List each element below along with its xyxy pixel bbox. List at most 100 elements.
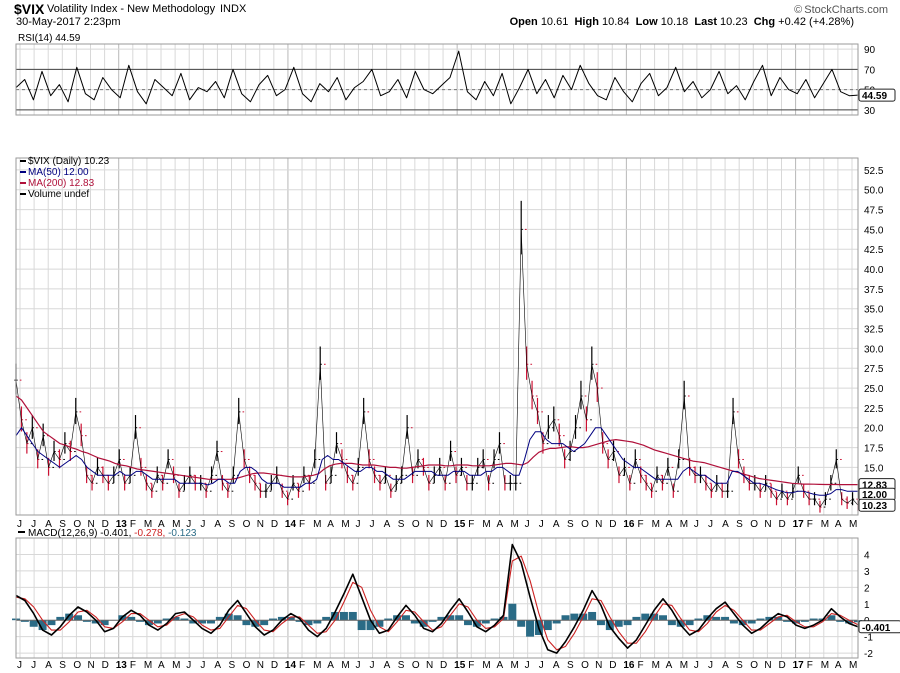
macd-histogram-bar (348, 611, 357, 621)
symbol-description: Volatility Index - New Methodology (47, 3, 216, 15)
macd-histogram-bar (472, 620, 481, 627)
rsi-last-value: 44.59 (862, 91, 887, 102)
macd-histogram-bar (552, 620, 561, 624)
macd-x-tick-label: A (496, 660, 503, 671)
vix-last-value: 10.23 (862, 501, 887, 512)
price-y-tick-label: 32.5 (864, 325, 884, 336)
macd-histogram-bar (100, 620, 109, 626)
macd-x-tick-label: N (595, 660, 602, 671)
macd-histogram-bar (614, 620, 623, 627)
macd-x-tick-label: J (186, 660, 191, 671)
price-x-tick-label: M (144, 519, 152, 530)
price-x-tick-label: O (581, 519, 589, 530)
price-x-tick-label: F (637, 519, 643, 530)
macd-x-tick-label: D (440, 660, 447, 671)
macd-x-tick-label: M (482, 660, 490, 671)
macd-x-tick-label: S (736, 660, 743, 671)
macd-x-tick-label: M (652, 660, 660, 671)
macd-histogram-bar (783, 620, 792, 622)
macd-histogram-bar (242, 620, 251, 626)
price-x-tick-label: J (708, 519, 713, 530)
macd-histogram-bar (588, 611, 597, 621)
macd-histogram-bar (401, 615, 410, 621)
price-x-tick-label: A (835, 519, 842, 530)
macd-x-tick-label: N (764, 660, 771, 671)
low-label: Low (635, 16, 658, 28)
price-x-tick-label: A (384, 519, 391, 530)
price-y-tick-label: 52.5 (864, 166, 884, 177)
macd-x-tick-label: M (849, 660, 857, 671)
price-x-tick-label: 15 (454, 519, 466, 530)
open-label: Open (509, 16, 538, 28)
macd-histogram-bar (561, 615, 570, 621)
macd-histogram-bar (836, 620, 845, 622)
macd-x-tick-label: J (370, 660, 375, 671)
price-x-tick-label: D (778, 519, 785, 530)
price-y-tick-label: 47.5 (864, 206, 884, 217)
price-x-tick-label: A (158, 519, 165, 530)
price-x-tick-label: J (355, 519, 360, 530)
rsi-y-tick-label: 70 (864, 65, 876, 76)
macd-histogram-bar (508, 603, 517, 621)
price-y-tick-label: 25.0 (864, 384, 884, 395)
macd-histogram-bar (277, 616, 286, 621)
low-value: 10.18 (660, 16, 689, 28)
quote-bar: Open 10.61 High 10.84 Low 10.18 Last 10.… (510, 16, 854, 28)
macd-histogram-bar (144, 620, 153, 626)
price-x-tick-label: D (271, 519, 278, 530)
legend-ma50: MA(50) 12.00 (28, 167, 89, 178)
macd-histogram-bar (384, 618, 393, 621)
macd-x-tick-label: D (609, 660, 616, 671)
price-x-tick-label: O (750, 519, 758, 530)
macd-x-tick-label: 16 (623, 660, 635, 671)
macd-x-tick-label: M (680, 660, 688, 671)
macd-title: MACD(12,26,9) -0.401, -0.278, -0.123 (28, 528, 197, 539)
macd-histogram-bar (207, 620, 215, 624)
price-x-tick-label: S (59, 519, 66, 530)
price-x-tick-label: O (243, 519, 251, 530)
price-x-tick-label: F (299, 519, 305, 530)
rsi-last-value-box (858, 88, 896, 102)
macd-histogram-bar (339, 611, 348, 621)
macd-x-tick-label: J (355, 660, 360, 671)
macd-x-tick-label: F (637, 660, 643, 671)
price-x-tick-label: J (694, 519, 699, 530)
price-x-tick-label: N (426, 519, 433, 530)
macd-histogram-bar (747, 620, 756, 624)
rsi-frame (15, 43, 859, 116)
price-y-tick-label: 35.0 (864, 305, 884, 316)
macd-x-tick-label: F (468, 660, 474, 671)
macd-histogram-bar (800, 620, 809, 622)
price-x-tick-label: 16 (623, 519, 635, 530)
macd-x-tick-label: S (567, 660, 574, 671)
macd-histogram-bar (153, 620, 162, 624)
macd-histogram-bar (437, 616, 446, 621)
macd-histogram-bar (136, 620, 145, 622)
price-x-tick-label: F (468, 519, 474, 530)
ma200-line (15, 395, 858, 486)
macd-histogram-bar (712, 616, 721, 621)
price-y-tick-label: 30.0 (864, 344, 884, 355)
chg-value: +0.42 (+4.28%) (778, 16, 854, 28)
price-x-tick-label: D (440, 519, 447, 530)
macd-x-tick-label: O (73, 660, 81, 671)
price-x-tick-label: J (17, 519, 22, 530)
price-y-tick-label: 20.0 (864, 424, 884, 435)
macd-histogram-bar (357, 620, 366, 631)
macd-x-tick-label: A (384, 660, 391, 671)
macd-histogram-bar (721, 616, 730, 621)
macd-x-tick-label: 17 (793, 660, 805, 671)
macd-histogram-bar (694, 618, 703, 621)
high-value: 10.84 (601, 16, 630, 28)
macd-x-tick-label: D (778, 660, 785, 671)
macd-histogram-bar (419, 620, 428, 627)
price-x-tick-label: J (370, 519, 375, 530)
macd-histogram-bar (641, 613, 650, 621)
price-x-tick-label: 17 (793, 519, 805, 530)
macd-histogram-bar (269, 618, 278, 621)
macd-histogram-bar (189, 620, 198, 624)
macd-histogram-bar (56, 616, 65, 621)
price-y-tick-label: 42.5 (864, 245, 884, 256)
price-x-tick-label: M (652, 519, 660, 530)
macd-histogram-bar (410, 620, 419, 624)
